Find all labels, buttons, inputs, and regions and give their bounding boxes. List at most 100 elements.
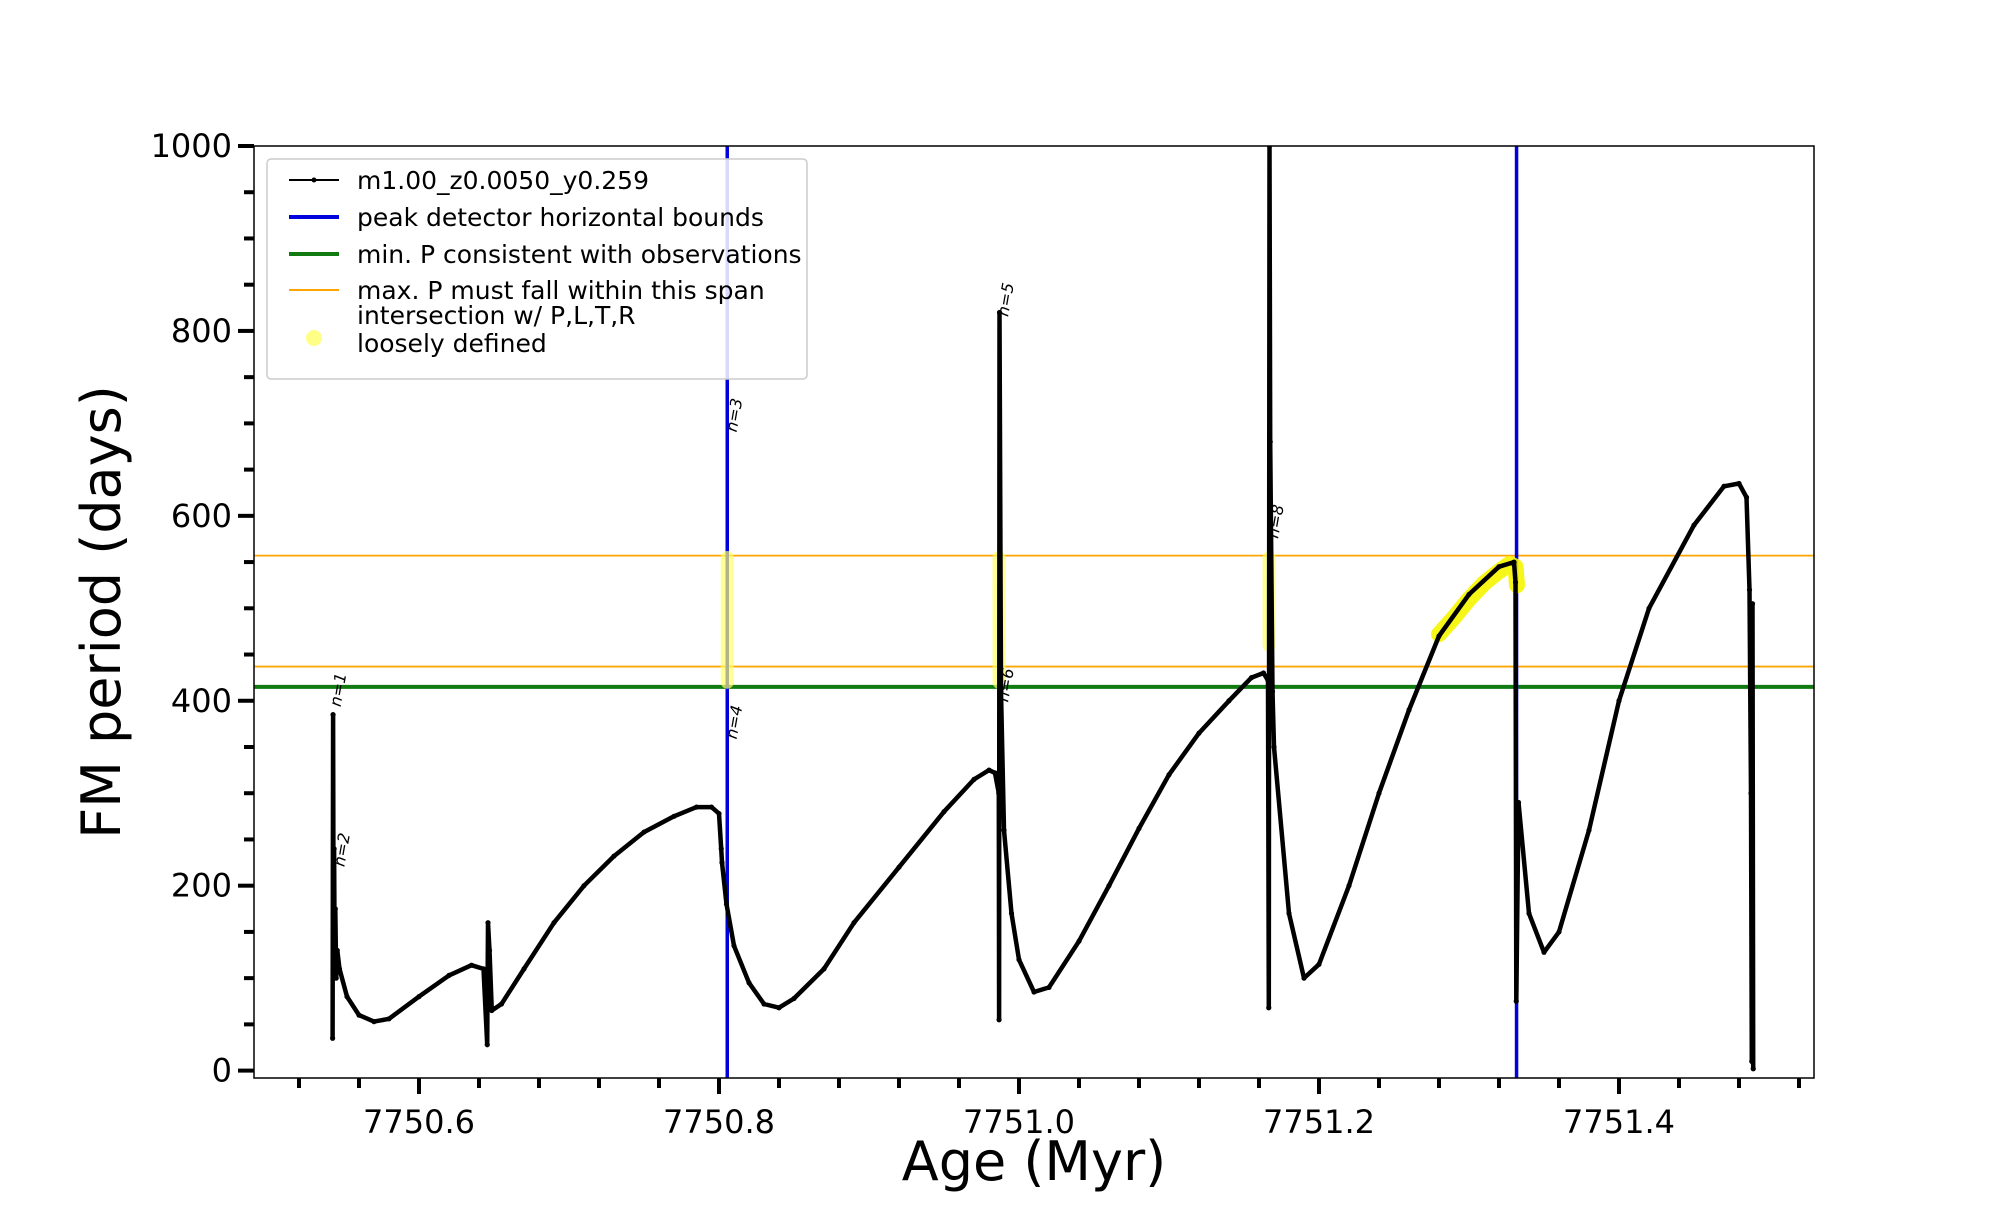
x-tick-label-2: 7751.0 — [963, 1103, 1075, 1141]
series-point-29 — [708, 804, 715, 810]
annotation-n-4: n=4 — [722, 704, 747, 741]
series-point-17 — [484, 1042, 490, 1048]
series-point-31 — [718, 846, 724, 852]
series-point-40 — [851, 920, 857, 926]
legend-box — [266, 158, 808, 380]
series-point-91 — [1743, 494, 1750, 500]
y-axis-label: FM period (days) — [70, 385, 133, 839]
series-point-81 — [1515, 799, 1522, 806]
series-point-90 — [1736, 480, 1742, 487]
series-point-69 — [1286, 910, 1292, 917]
series-point-14 — [446, 972, 452, 978]
series-point-36 — [761, 1001, 767, 1007]
series-point-66 — [1267, 439, 1273, 445]
legend-swatch-marker — [311, 177, 317, 183]
series-point-84 — [1556, 929, 1562, 935]
annotation-n-8: n=8 — [1263, 503, 1288, 540]
y-tick-label-200: 200 — [171, 867, 232, 905]
series-point-16 — [480, 966, 487, 972]
series-point-39 — [821, 966, 827, 972]
series-point-5 — [332, 906, 338, 912]
series-point-18 — [485, 920, 491, 926]
series-point-2 — [330, 901, 337, 907]
series-point-96 — [1750, 1066, 1756, 1072]
series-point-46 — [996, 790, 1002, 796]
series-point-57 — [1136, 825, 1142, 831]
series-point-58 — [1166, 772, 1172, 778]
intersection-layer — [720, 550, 1525, 689]
series-point-3 — [331, 846, 337, 852]
series-point-55 — [1076, 938, 1082, 944]
series-point-86 — [1616, 698, 1622, 704]
series-point-87 — [1646, 605, 1652, 611]
series-point-12 — [386, 1016, 392, 1022]
series-point-0 — [330, 1035, 336, 1041]
legend-label-line: min. P consistent with observations — [357, 240, 802, 269]
x-tick-label-4: 7751.4 — [1563, 1103, 1675, 1141]
legend-label-line: peak detector horizontal bounds — [357, 203, 764, 232]
series-point-20 — [489, 1007, 495, 1014]
series-point-27 — [671, 813, 677, 819]
series-point-35 — [746, 980, 752, 986]
legend-label-3: max. P must fall within this span — [357, 276, 765, 305]
series-point-93 — [1748, 790, 1754, 796]
legend-label-line: intersection w/ P,L,T,R — [357, 301, 636, 330]
annotation-n-1: n=1 — [326, 671, 351, 708]
legend-label-line: max. P must fall within this span — [357, 276, 765, 305]
series-point-52 — [1016, 957, 1022, 963]
series-point-63 — [1265, 677, 1271, 684]
series-point-80 — [1513, 998, 1519, 1004]
series-point-78 — [1511, 559, 1517, 565]
series-point-1 — [330, 712, 336, 718]
series-point-49 — [998, 688, 1004, 695]
x-tick-label-1: 7750.8 — [663, 1103, 775, 1141]
series-point-13 — [416, 994, 422, 1000]
series-point-67 — [1269, 688, 1276, 695]
series-point-22 — [521, 966, 527, 972]
series-point-33 — [723, 901, 730, 907]
intersection-curve — [1431, 555, 1525, 643]
legend-swatch-intersection — [306, 330, 322, 346]
series-point-45 — [992, 770, 998, 776]
legend-label-1: peak detector horizontal bounds — [357, 203, 764, 232]
series-point-77 — [1496, 564, 1502, 570]
y-tick-label-600: 600 — [171, 497, 232, 535]
legend-label-4: intersection w/ P,L,T,R loosely defined — [357, 301, 636, 358]
series-point-21 — [498, 1001, 505, 1007]
legend-label-0: m1.00_z0.0050_y0.259 — [357, 166, 649, 195]
series-point-88 — [1691, 522, 1697, 528]
series-point-73 — [1376, 790, 1382, 796]
plot-frame — [253, 145, 1815, 1079]
legend-label-line: m1.00_z0.0050_y0.259 — [357, 166, 649, 195]
series-point-61 — [1248, 675, 1255, 681]
series-point-76 — [1466, 591, 1472, 598]
series-point-74 — [1406, 707, 1412, 713]
series-point-8 — [336, 966, 343, 972]
series-point-43 — [971, 776, 977, 782]
series-point-51 — [1008, 910, 1015, 917]
series-point-85 — [1586, 827, 1592, 833]
series-point-89 — [1721, 483, 1727, 489]
series-point-94 — [1749, 1058, 1755, 1064]
series-point-30 — [716, 810, 722, 817]
series-point-44 — [986, 767, 992, 773]
series-point-37 — [776, 1005, 782, 1011]
series-point-92 — [1746, 587, 1753, 593]
series-point-56 — [1106, 883, 1112, 889]
series-point-79 — [1512, 579, 1519, 586]
series-point-70 — [1301, 975, 1307, 981]
series-point-48 — [996, 309, 1003, 316]
series-point-24 — [581, 883, 587, 889]
series-point-83 — [1541, 949, 1547, 955]
series-point-75 — [1436, 633, 1442, 639]
series-point-71 — [1316, 961, 1322, 967]
series-point-62 — [1260, 670, 1267, 676]
y-tick-label-400: 400 — [171, 682, 232, 720]
x-tick-label-3: 7751.2 — [1263, 1103, 1375, 1141]
series-point-32 — [719, 859, 725, 866]
y-tick-label-1000: 1000 — [151, 127, 232, 165]
series-point-42 — [941, 809, 947, 815]
series-point-64 — [1266, 1005, 1272, 1011]
